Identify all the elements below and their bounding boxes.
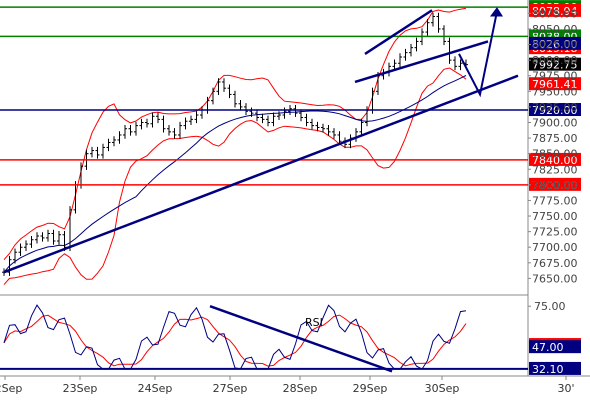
trendline bbox=[354, 40, 489, 84]
level-tag-label: 7840.00 bbox=[532, 154, 578, 167]
level-tag bbox=[529, 177, 581, 191]
price-tag-label: 8026.00 bbox=[532, 38, 578, 51]
price-tick-label: 7650.00 bbox=[532, 272, 578, 285]
rsi-trendline bbox=[209, 305, 393, 373]
price-tick-label: 7850.00 bbox=[532, 148, 578, 161]
rsi-tick-label: 75.00 bbox=[534, 300, 566, 313]
level-lines: 8085.008038.008019.187920.007840.007800.… bbox=[0, 0, 581, 192]
level-tag-label: 7920.00 bbox=[532, 104, 578, 117]
price-tick-label: 8050.00 bbox=[532, 23, 578, 36]
time-tick-label: 23Sep bbox=[63, 382, 98, 395]
rsi-level-tag-label: 32.10 bbox=[532, 363, 564, 376]
arrow-head bbox=[490, 7, 503, 17]
price-tick-label: 7675.00 bbox=[532, 257, 578, 270]
price-tick-label: 8025.00 bbox=[532, 39, 578, 52]
price-tick-label: 7900.00 bbox=[532, 116, 578, 129]
annotations bbox=[3, 7, 519, 274]
price-tick-label: 7700.00 bbox=[532, 241, 578, 254]
time-axis: 22Sep 23Sep 24Sep 27Sep 28Sep 29Sep 30Sep 30' bbox=[0, 376, 575, 395]
price-axis: 7650.00 7675.00 7700.00 7725.00 7750.00 7775.… bbox=[528, 7, 578, 285]
price-tag bbox=[529, 36, 581, 50]
price-tick-label: 7800.00 bbox=[532, 179, 578, 192]
time-tick-label: 28Sep bbox=[283, 382, 318, 395]
level-tag-label: 7800.00 bbox=[532, 179, 578, 192]
price-tick-label: 8075.00 bbox=[532, 7, 578, 20]
trendline bbox=[364, 9, 433, 55]
price-tag-label: 7961.41 bbox=[532, 78, 578, 91]
time-tick-label: 24Sep bbox=[138, 382, 173, 395]
rsi-label: RSI bbox=[305, 316, 323, 329]
trendline bbox=[3, 74, 519, 274]
time-tick-label: 29Sep bbox=[353, 382, 388, 395]
rsi-tag bbox=[529, 340, 581, 354]
price-tick-label: 7950.00 bbox=[532, 85, 578, 98]
grid bbox=[0, 0, 590, 377]
price-tag-label: 8078.94 bbox=[532, 5, 578, 18]
rsi-line bbox=[3, 304, 467, 370]
moving-average-line bbox=[3, 75, 467, 273]
price-tag bbox=[529, 57, 581, 71]
price-tag-label: 7992.75 bbox=[532, 59, 578, 72]
price-tick-label: 7975.00 bbox=[532, 70, 578, 83]
price-tick-label: 7875.00 bbox=[532, 132, 578, 145]
price-tag bbox=[529, 3, 581, 17]
bollinger-lower-line bbox=[3, 67, 467, 285]
time-tick-label: 30' bbox=[557, 382, 574, 395]
price-tick-label: 7825.00 bbox=[532, 163, 578, 176]
level-tag bbox=[529, 152, 581, 166]
rsi-level-tag bbox=[529, 361, 581, 375]
time-tick-label: 22Sep bbox=[0, 382, 22, 395]
level-tag bbox=[529, 103, 581, 117]
time-tick-label: 30Sep bbox=[425, 382, 460, 395]
projection-arrow bbox=[458, 11, 498, 98]
time-tick-label: 27Sep bbox=[213, 382, 248, 395]
price-tag bbox=[529, 77, 581, 91]
price-tick-label: 8000.00 bbox=[532, 54, 578, 67]
price-tick-label: 7725.00 bbox=[532, 226, 578, 239]
price-tick-label: 7925.00 bbox=[532, 101, 578, 114]
price-tick-label: 7775.00 bbox=[532, 194, 578, 207]
price-tick-label: 7750.00 bbox=[532, 210, 578, 223]
rsi-tag-label: 47.00 bbox=[532, 341, 564, 354]
series-layer bbox=[2, 7, 468, 370]
rsi-signal-line bbox=[3, 314, 467, 367]
